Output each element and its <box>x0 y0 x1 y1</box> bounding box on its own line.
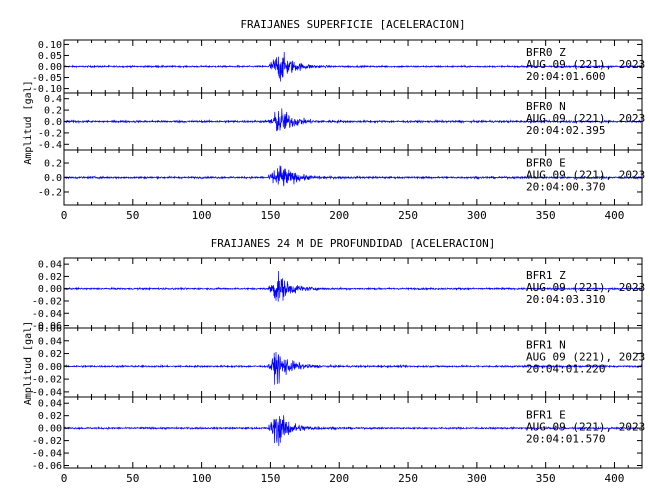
y-tick-label: -0.02 <box>32 436 62 447</box>
y-tick-label: -0.4 <box>38 140 62 151</box>
date-label: AUG 09 (221), 2023 <box>526 351 645 364</box>
x-tick-label: 200 <box>329 472 349 485</box>
y-tick-label: -0.04 <box>32 309 62 320</box>
waveform-trace <box>63 165 643 187</box>
y-tick-label: 0.02 <box>38 349 62 360</box>
station-label: BFR1 N <box>526 339 566 352</box>
x-tick-label: 300 <box>467 209 487 222</box>
station-label: BFR0 N <box>526 100 566 113</box>
date-label: AUG 09 (221), 2023 <box>526 420 645 433</box>
y-tick-label: 0.02 <box>38 411 62 422</box>
y-tick-label: -0.04 <box>32 387 62 398</box>
x-tick-label: 150 <box>260 209 280 222</box>
waveform-trace <box>63 108 642 132</box>
chart-1: FRAIJANES 24 M DE PROFUNDIDAD [ACELERACI… <box>23 237 645 485</box>
time-label: 20:04:01.570 <box>526 432 605 445</box>
date-label: AUG 09 (221), 2023 <box>526 169 645 182</box>
y-tick-label: 0.0 <box>44 117 62 128</box>
y-tick-label: 0.0 <box>44 173 62 184</box>
date-label: AUG 09 (221), 2023 <box>526 281 645 294</box>
x-tick-label: 250 <box>398 209 418 222</box>
y-tick-label: -0.04 <box>32 449 62 460</box>
waveform-trace <box>63 351 643 385</box>
y-tick-label: 0.04 <box>38 260 62 271</box>
y-tick-label: 0.10 <box>38 40 62 51</box>
x-tick-label: 50 <box>126 209 139 222</box>
y-tick-label: -0.2 <box>38 128 62 139</box>
x-tick-label: 100 <box>192 472 212 485</box>
station-label: BFR1 E <box>526 408 566 421</box>
x-tick-label: 50 <box>126 472 139 485</box>
x-tick-label: 350 <box>536 209 556 222</box>
chart-0: FRAIJANES SUPERFICIE [ACELERACION] Amplit… <box>23 18 645 222</box>
waveform-trace <box>63 270 643 302</box>
x-tick-label: 350 <box>536 472 556 485</box>
x-tick-label: 400 <box>605 472 625 485</box>
y-axis-label: Amplitud [gal] <box>23 80 34 164</box>
y-tick-label: 0.00 <box>38 284 62 295</box>
station-label: BFR0 E <box>526 157 566 170</box>
y-tick-label: 0.04 <box>38 399 62 410</box>
y-tick-label: 0.06 <box>38 324 62 335</box>
y-tick-label: -0.2 <box>38 187 62 198</box>
y-tick-label: 0.2 <box>44 159 62 170</box>
chart-title: FRAIJANES 24 M DE PROFUNDIDAD [ACELERACI… <box>211 237 496 250</box>
x-tick-label: 150 <box>260 472 280 485</box>
time-label: 20:04:01.220 <box>526 363 605 376</box>
x-tick-label: 300 <box>467 472 487 485</box>
y-tick-label: 0.00 <box>38 362 62 373</box>
y-tick-label: 0.04 <box>38 336 62 347</box>
date-label: AUG 09 (221), 2023 <box>526 112 645 125</box>
x-tick-label: 0 <box>61 209 68 222</box>
y-tick-label: -0.02 <box>32 296 62 307</box>
time-label: 20:04:02.395 <box>526 124 605 137</box>
waveform-trace <box>63 415 643 447</box>
y-tick-label: 0.2 <box>44 106 62 117</box>
waveform-trace <box>63 51 643 82</box>
x-tick-label: 0 <box>61 472 68 485</box>
y-tick-label: -0.06 <box>32 461 62 472</box>
y-tick-label: 0.05 <box>38 51 62 62</box>
time-label: 20:04:00.370 <box>526 181 605 194</box>
time-label: 20:04:03.310 <box>526 293 605 306</box>
y-tick-label: -0.10 <box>32 84 62 95</box>
y-tick-label: -0.06 <box>32 321 62 332</box>
x-tick-label: 100 <box>192 209 212 222</box>
station-label: BFR0 Z <box>526 46 566 59</box>
y-tick-label: -0.02 <box>32 375 62 386</box>
y-tick-label: 0.00 <box>38 424 62 435</box>
x-tick-label: 200 <box>329 209 349 222</box>
x-tick-label: 250 <box>398 472 418 485</box>
y-axis-label: Amplitud [gal] <box>23 321 34 405</box>
y-tick-label: -0.05 <box>32 73 62 84</box>
time-label: 20:04:01.600 <box>526 70 605 83</box>
chart-title: FRAIJANES SUPERFICIE [ACELERACION] <box>240 18 465 31</box>
date-label: AUG 09 (221), 2023 <box>526 58 645 71</box>
y-tick-label: 0.02 <box>38 272 62 283</box>
y-tick-label: 0.00 <box>38 62 62 73</box>
y-tick-label: 0.4 <box>44 94 62 105</box>
x-tick-label: 400 <box>605 209 625 222</box>
station-label: BFR1 Z <box>526 269 566 282</box>
